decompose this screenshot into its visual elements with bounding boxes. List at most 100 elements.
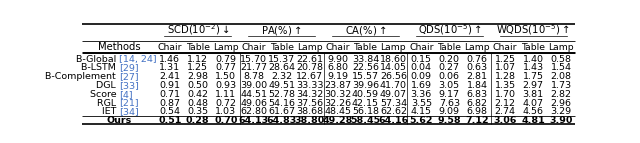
Text: Lamp: Lamp: [381, 43, 406, 52]
Text: 2.98: 2.98: [188, 72, 208, 81]
Text: 5.62: 5.62: [410, 116, 433, 125]
Text: 9.58: 9.58: [438, 116, 461, 125]
Text: 2.82: 2.82: [550, 90, 572, 99]
Text: 2.81: 2.81: [467, 72, 488, 81]
Text: 18.60: 18.60: [380, 54, 407, 63]
Text: [27]: [27]: [119, 72, 139, 81]
Text: 26.56: 26.56: [380, 72, 407, 81]
Text: Ours: Ours: [106, 116, 132, 125]
Text: 12.67: 12.67: [296, 72, 323, 81]
Text: 64.13: 64.13: [239, 116, 269, 125]
Text: 0.72: 0.72: [215, 99, 236, 108]
Text: 1.35: 1.35: [495, 81, 516, 90]
Text: 3.81: 3.81: [522, 90, 543, 99]
Text: 62.80: 62.80: [240, 107, 267, 116]
Text: 38.80: 38.80: [294, 116, 324, 125]
Text: 42.15: 42.15: [352, 99, 379, 108]
Text: 0.48: 0.48: [188, 99, 208, 108]
Text: 0.35: 0.35: [188, 107, 209, 116]
Text: Table: Table: [521, 43, 545, 52]
Text: DGL: DGL: [97, 81, 119, 90]
Text: 58.45: 58.45: [350, 116, 381, 125]
Text: 3.06: 3.06: [493, 116, 517, 125]
Text: 39.96: 39.96: [352, 81, 379, 90]
Text: Lamp: Lamp: [465, 43, 490, 52]
Text: 0.06: 0.06: [439, 72, 460, 81]
Text: 1.07: 1.07: [495, 63, 516, 72]
Text: 15.70: 15.70: [240, 54, 267, 63]
Text: 33.33: 33.33: [296, 81, 323, 90]
Text: 0.27: 0.27: [439, 63, 460, 72]
Text: 0.04: 0.04: [411, 63, 432, 72]
Text: Chair: Chair: [493, 43, 517, 52]
Text: Methods: Methods: [98, 42, 141, 52]
Text: 1.11: 1.11: [215, 90, 236, 99]
Text: 0.70: 0.70: [214, 116, 237, 125]
Text: B-Global: B-Global: [76, 54, 119, 63]
Text: 0.93: 0.93: [215, 81, 236, 90]
Text: 61.67: 61.67: [268, 107, 295, 116]
Text: Score: Score: [90, 90, 119, 99]
Text: IET: IET: [102, 107, 119, 116]
Text: 0.76: 0.76: [467, 54, 488, 63]
Text: 32.26: 32.26: [324, 99, 351, 108]
Text: 1.03: 1.03: [215, 107, 236, 116]
Text: 1.69: 1.69: [411, 81, 432, 90]
Text: [21]: [21]: [119, 99, 139, 108]
Text: 64.83: 64.83: [266, 116, 297, 125]
Text: 3.29: 3.29: [550, 107, 572, 116]
Text: 6.82: 6.82: [467, 99, 488, 108]
Text: 9.90: 9.90: [327, 54, 348, 63]
Text: Lamp: Lamp: [548, 43, 574, 52]
Text: 37.56: 37.56: [296, 99, 323, 108]
Text: 1.25: 1.25: [495, 54, 516, 63]
Text: Table: Table: [186, 43, 210, 52]
Text: 2.41: 2.41: [159, 72, 180, 81]
Text: Table: Table: [353, 43, 378, 52]
Text: 0.20: 0.20: [439, 54, 460, 63]
Text: 1.70: 1.70: [495, 90, 516, 99]
Text: 23.87: 23.87: [324, 81, 351, 90]
Text: 2.96: 2.96: [550, 99, 572, 108]
Text: 1.84: 1.84: [467, 81, 488, 90]
Text: [29]: [29]: [119, 63, 139, 72]
Text: [14, 24]: [14, 24]: [119, 54, 157, 63]
Text: 3.90: 3.90: [549, 116, 573, 125]
Text: RGL: RGL: [97, 99, 119, 108]
Text: Table: Table: [437, 43, 461, 52]
Text: 1.31: 1.31: [159, 63, 180, 72]
Text: 6.80: 6.80: [327, 63, 348, 72]
Text: 49.28: 49.28: [323, 116, 353, 125]
Text: 9.19: 9.19: [327, 72, 348, 81]
Text: 8.78: 8.78: [243, 72, 264, 81]
Text: 1.75: 1.75: [523, 72, 543, 81]
Text: 2.32: 2.32: [271, 72, 292, 81]
Text: 28.64: 28.64: [268, 63, 295, 72]
Text: 54.16: 54.16: [268, 99, 295, 108]
Text: 49.07: 49.07: [380, 90, 407, 99]
Text: 0.51: 0.51: [158, 116, 182, 125]
Text: 7.12: 7.12: [465, 116, 489, 125]
Text: B-LSTM: B-LSTM: [81, 63, 119, 72]
Text: 0.91: 0.91: [159, 81, 180, 90]
Text: 40.59: 40.59: [352, 90, 379, 99]
Text: 3.36: 3.36: [411, 90, 432, 99]
Text: 52.78: 52.78: [268, 90, 295, 99]
Text: 2.08: 2.08: [550, 72, 572, 81]
Text: 44.51: 44.51: [240, 90, 267, 99]
Text: 0.63: 0.63: [467, 63, 488, 72]
Text: 9.09: 9.09: [439, 107, 460, 116]
Text: 9.17: 9.17: [439, 90, 460, 99]
Text: 0.42: 0.42: [188, 90, 208, 99]
Text: 49.06: 49.06: [240, 99, 267, 108]
Text: 22.61: 22.61: [296, 54, 323, 63]
Text: 2.97: 2.97: [523, 81, 543, 90]
Text: 1.50: 1.50: [215, 72, 236, 81]
Text: 1.25: 1.25: [188, 63, 208, 72]
Text: 0.77: 0.77: [215, 63, 236, 72]
Text: 14.05: 14.05: [380, 63, 407, 72]
Text: 4.81: 4.81: [521, 116, 545, 125]
Text: Lamp: Lamp: [297, 43, 323, 52]
Text: 0.87: 0.87: [159, 99, 180, 108]
Text: 2.74: 2.74: [495, 107, 516, 116]
